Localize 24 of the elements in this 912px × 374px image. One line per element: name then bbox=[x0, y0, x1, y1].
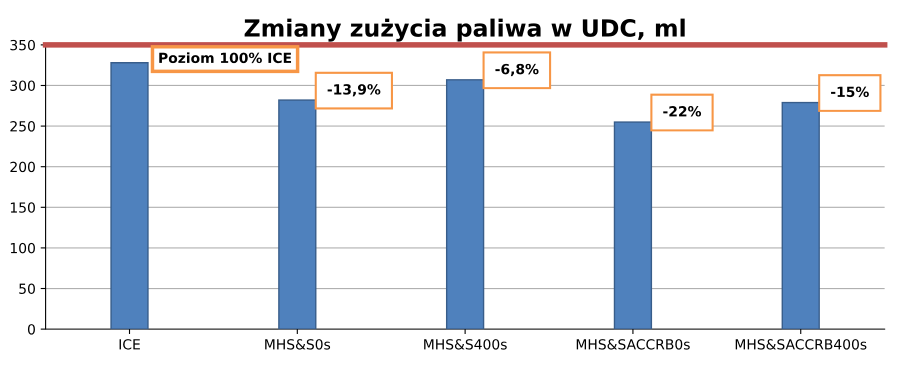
bar bbox=[614, 121, 652, 330]
x-tick-label: ICE bbox=[120, 339, 140, 350]
x-tick-label: MHS&SACCRB400s bbox=[736, 339, 866, 350]
y-tick-label: 250 bbox=[10, 121, 35, 132]
x-tick-label: MHS&S0s bbox=[265, 339, 330, 350]
y-tick-label: 50 bbox=[19, 283, 35, 294]
annotation: -13,9% bbox=[328, 84, 380, 96]
bar bbox=[782, 102, 820, 330]
y-tick-label: 350 bbox=[10, 40, 35, 50]
x-tick-label: MHS&SACCRB0s bbox=[576, 339, 690, 350]
y-tick-label: 150 bbox=[10, 202, 35, 213]
bar bbox=[110, 62, 149, 330]
bar bbox=[278, 99, 316, 330]
bar bbox=[446, 79, 484, 330]
y-tick-label: 0 bbox=[28, 324, 35, 335]
annotation: -15% bbox=[831, 86, 869, 98]
ref-line-label: Poziom 100% ICE bbox=[159, 52, 292, 64]
y-tick-label: 200 bbox=[10, 162, 35, 172]
annotation: -6,8% bbox=[495, 64, 539, 76]
annotation: -22% bbox=[663, 106, 702, 117]
x-tick-label: MHS&S400s bbox=[424, 339, 507, 350]
y-tick-label: 100 bbox=[10, 242, 35, 254]
y-tick-label: 300 bbox=[10, 80, 35, 91]
chart-title: Zmiany zużycia paliwa w UDC, ml bbox=[244, 18, 685, 42]
